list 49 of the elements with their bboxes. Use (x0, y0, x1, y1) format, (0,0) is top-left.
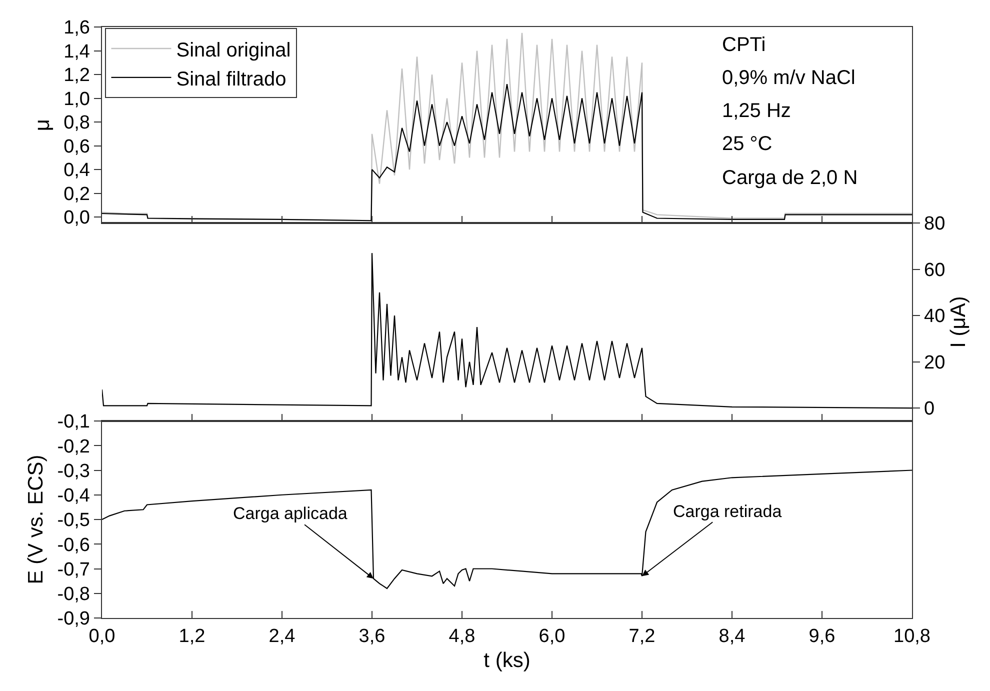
x-tick-label: 6,0 (538, 626, 566, 647)
y-tick-label: -0,4 (57, 486, 90, 507)
y-tick-label: -0,5 (57, 510, 90, 532)
y-tick-label: 1,6 (64, 18, 90, 39)
y-tick-label: 0,8 (64, 112, 90, 134)
y-tick-label: 1,0 (64, 88, 90, 110)
y-tick-label: 0,2 (64, 184, 90, 205)
x-tick-label: 10,8 (894, 626, 930, 647)
annotation: Carga retirada (673, 502, 782, 521)
x-tick-label: 2,4 (268, 626, 296, 647)
y2-tick-label: 0 (924, 398, 935, 420)
y-tick-label: -0,6 (57, 534, 90, 556)
y2-tick-label: 20 (924, 352, 946, 374)
y-tick-label: -0,3 (57, 460, 90, 482)
y2-tick-label: 80 (924, 214, 946, 235)
line-series (102, 32, 912, 222)
x-tick-label: 1,2 (178, 626, 206, 647)
y-tick-label: 0,4 (64, 160, 90, 182)
x-tick-label: 0,0 (88, 626, 116, 647)
x-tick-label: 7,2 (628, 626, 656, 647)
y-tick-label: 0,6 (64, 136, 90, 158)
y-tick-label: -0,7 (57, 559, 90, 580)
y2-tick-label: 60 (924, 260, 946, 281)
legend-label: Sinal filtrado (176, 68, 286, 90)
x-tick-label: 3,6 (358, 626, 386, 647)
y2-axis-title: I (μA) (947, 296, 970, 348)
y-tick-label: -0,8 (57, 584, 90, 606)
legend-label: Sinal original (176, 39, 291, 62)
x-tick-label: 8,4 (718, 626, 746, 647)
x-tick-label: 4,8 (448, 626, 476, 647)
y-tick-label: -0,1 (57, 412, 90, 433)
annotation: CPTi (722, 34, 766, 56)
line-series (102, 252, 912, 409)
x-tick-label: 9,6 (808, 626, 836, 647)
y-tick-label: -0,9 (57, 608, 90, 630)
y-tick-label: 1,2 (64, 65, 90, 86)
y-axis-title: μ (30, 118, 54, 132)
annotation: Carga aplicada (233, 504, 348, 523)
annotation: 25 °C (722, 133, 772, 155)
y-axis-title: E (V vs. ECS) (24, 454, 48, 584)
y-tick-label: -0,2 (57, 436, 90, 458)
x-axis-title: t (ks) (484, 649, 530, 672)
annotation: 1,25 Hz (722, 100, 791, 122)
line-series (102, 470, 912, 589)
annotation: Carga de 2,0 N (722, 167, 858, 189)
annotation: 0,9% m/v NaCl (722, 67, 856, 89)
y-tick-label: 1,4 (64, 41, 90, 62)
y-tick-label: 0,0 (64, 208, 90, 229)
y2-tick-label: 40 (924, 306, 946, 328)
